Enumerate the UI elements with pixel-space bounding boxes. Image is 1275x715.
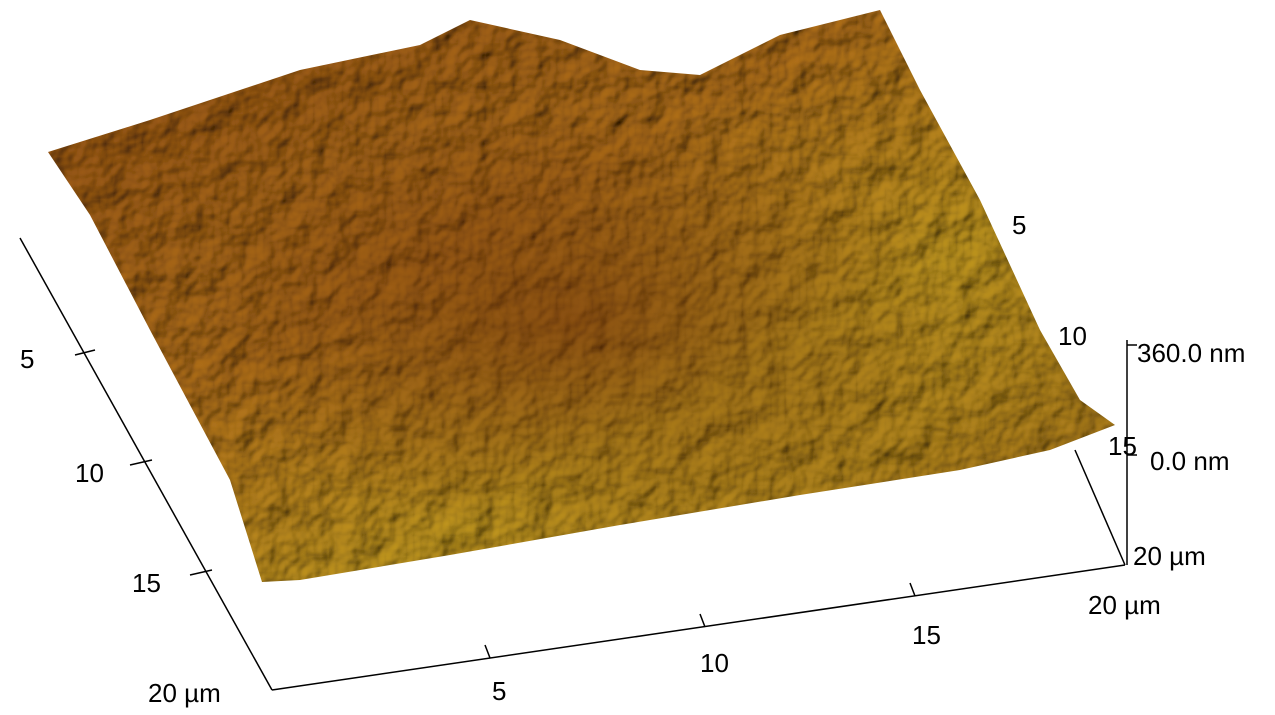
left-tick-label: 15 <box>132 568 161 598</box>
left-tick-label: 20 µm <box>148 678 221 708</box>
bottom-tick-label: 20 µm <box>1088 590 1161 620</box>
right-tick-label: 20 µm <box>1133 541 1206 571</box>
right-tick-label: 5 <box>1012 210 1026 240</box>
bottom-tick-label: 10 <box>700 648 729 678</box>
axes <box>19 237 1137 691</box>
bottom-tick-label: 15 <box>912 620 941 650</box>
z-tick-label: 0.0 nm <box>1150 446 1230 476</box>
right-tick-label: 15 <box>1108 431 1137 461</box>
left-tick-label: 10 <box>75 458 104 488</box>
left-tick-label: 5 <box>20 344 34 374</box>
z-tick-label: 360.0 nm <box>1137 338 1245 368</box>
bottom-tick-label: 5 <box>492 676 506 706</box>
right-tick-label: 10 <box>1058 321 1087 351</box>
labels: 5 10 15 20 µm 5 10 15 20 µm 5 10 15 20 µ… <box>20 210 1245 708</box>
